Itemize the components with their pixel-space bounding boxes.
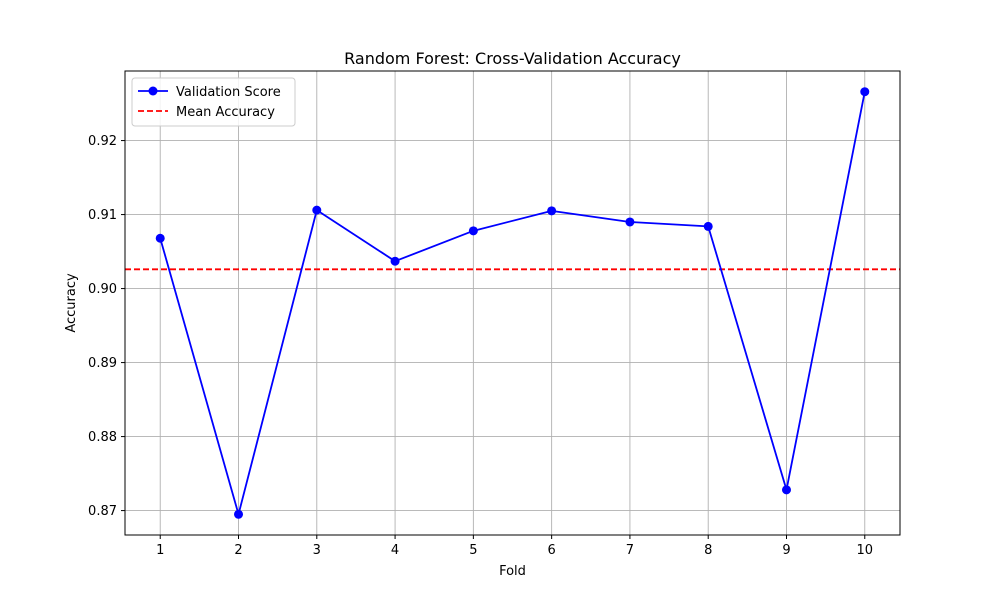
validation-score-point [312, 205, 322, 215]
legend-label-mean: Mean Accuracy [176, 105, 275, 120]
chart-title: Random Forest: Cross-Validation Accuracy [344, 49, 681, 68]
x-tick-label: 8 [704, 543, 712, 558]
legend-box [131, 77, 296, 127]
validation-score-point [390, 256, 400, 266]
y-tick-label: 0.87 [88, 504, 117, 519]
validation-score-point [155, 233, 165, 243]
x-tick-label: 5 [469, 543, 477, 558]
validation-score-line [159, 91, 866, 516]
y-tick-label: 0.91 [88, 208, 117, 223]
y-axis-ticks: 0.87 0.88 0.89 0.90 0.91 0.92 [88, 134, 125, 519]
x-axis-ticks: 1 2 3 4 5 6 7 8 9 10 [156, 535, 873, 558]
x-tick-label: 4 [391, 543, 399, 558]
legend-marker-validation [148, 86, 158, 96]
legend: Validation Score Mean Accuracy [131, 77, 296, 127]
y-tick-label: 0.88 [88, 430, 117, 445]
validation-score-point [860, 87, 870, 97]
y-tick-label: 0.89 [88, 356, 117, 371]
grid [125, 71, 900, 535]
x-tick-label: 7 [626, 543, 634, 558]
x-axis-label: Fold [499, 564, 526, 579]
validation-score-point [703, 221, 713, 231]
x-tick-label: 10 [856, 543, 873, 558]
y-axis-label: Accuracy [64, 273, 79, 333]
x-tick-label: 1 [156, 543, 164, 558]
validation-score-point [625, 217, 635, 227]
y-tick-label: 0.90 [88, 282, 117, 297]
validation-score-point [468, 226, 478, 236]
legend-label-validation: Validation Score [176, 85, 281, 100]
x-tick-label: 3 [313, 543, 321, 558]
validation-score-point [234, 509, 244, 519]
series-layer [155, 87, 870, 519]
validation-score-point [547, 206, 557, 216]
plot-frame [124, 70, 901, 536]
y-tick-label: 0.92 [88, 134, 117, 149]
x-tick-label: 2 [234, 543, 242, 558]
x-tick-label: 9 [782, 543, 790, 558]
x-tick-label: 6 [548, 543, 556, 558]
validation-score-point [781, 485, 791, 495]
